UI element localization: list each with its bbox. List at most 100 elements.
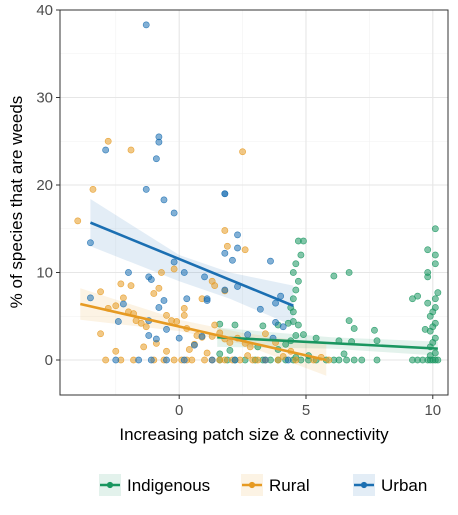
trend-line-indigenous: [217, 335, 438, 350]
data-point-indigenous: [330, 272, 338, 280]
data-point-rural: [244, 352, 252, 360]
data-point-rural: [239, 148, 246, 156]
data-point-indigenous: [300, 331, 307, 339]
data-point-indigenous: [431, 334, 439, 342]
data-point-indigenous: [343, 356, 350, 364]
data-point-urban: [147, 356, 155, 364]
data-point-rural: [89, 185, 97, 193]
data-point-indigenous: [289, 308, 297, 316]
data-point-indigenous: [431, 319, 439, 327]
data-point-indigenous: [292, 286, 300, 294]
data-point-rural: [180, 311, 188, 319]
data-point-rural: [170, 265, 178, 273]
data-point-indigenous: [350, 325, 358, 332]
data-point-urban: [234, 231, 241, 239]
data-point-indigenous: [294, 277, 302, 285]
data-point-rural: [223, 242, 231, 250]
data-point-indigenous: [340, 350, 348, 358]
data-point-indigenous: [431, 349, 439, 357]
data-point-rural: [241, 246, 249, 254]
data-point-indigenous: [289, 269, 297, 276]
data-point-indigenous: [358, 356, 366, 364]
data-point-rural: [158, 269, 165, 276]
data-point-rural: [221, 227, 229, 234]
data-point-rural: [279, 353, 287, 360]
data-point-urban: [244, 331, 252, 339]
data-point-urban: [147, 276, 155, 283]
axis-ticks: 0 10 20 30 40 0 5 10: [36, 2, 441, 419]
data-points: [74, 21, 442, 364]
data-point-rural: [142, 323, 150, 331]
data-point-rural: [163, 347, 170, 355]
data-point-urban: [262, 356, 269, 364]
data-point-urban: [152, 155, 160, 163]
data-point-urban: [125, 269, 132, 276]
data-point-rural: [119, 294, 127, 302]
trend-line-rural: [79, 302, 327, 362]
data-point-indigenous: [294, 321, 302, 329]
data-point-rural: [163, 311, 170, 319]
data-point-indigenous: [421, 325, 429, 333]
x-tick-label: 5: [302, 402, 310, 419]
data-point-urban: [119, 300, 127, 308]
data-point-rural: [170, 356, 178, 364]
data-point-indigenous: [373, 337, 381, 345]
data-point-rural: [117, 280, 125, 288]
data-point-urban: [145, 332, 153, 339]
data-point-urban: [183, 295, 191, 303]
data-point-indigenous: [345, 317, 353, 325]
data-point-urban: [272, 299, 279, 307]
data-point-rural: [221, 356, 229, 364]
data-point-indigenous: [216, 350, 224, 358]
data-point-urban: [142, 21, 150, 29]
data-point-indigenous: [414, 292, 421, 300]
data-point-indigenous: [226, 346, 234, 354]
data-point-indigenous: [431, 304, 439, 311]
data-point-indigenous: [289, 318, 297, 325]
data-point-urban: [102, 146, 110, 154]
legend-point-indigenous: [106, 481, 114, 489]
data-point-urban: [160, 196, 168, 204]
trend-lines: [79, 221, 438, 362]
data-point-urban: [163, 356, 170, 364]
legend-point-urban: [360, 481, 368, 489]
data-point-urban: [229, 256, 236, 264]
data-point-rural: [188, 356, 196, 364]
legend-label-indigenous: Indigenous: [127, 476, 210, 495]
data-point-urban: [114, 318, 122, 325]
data-point-indigenous: [431, 295, 439, 303]
grid: [60, 9, 448, 395]
y-tick-label: 0: [45, 352, 53, 369]
data-point-urban: [272, 318, 279, 326]
data-point-indigenous: [434, 289, 442, 297]
data-point-rural: [173, 318, 181, 325]
data-point-indigenous: [371, 326, 378, 334]
data-point-rural: [203, 349, 211, 357]
data-point-indigenous: [292, 332, 300, 339]
data-point-indigenous: [312, 334, 320, 342]
data-point-rural: [127, 282, 135, 290]
data-point-urban: [191, 341, 198, 349]
data-point-indigenous: [373, 356, 381, 364]
data-point-urban: [203, 297, 211, 304]
data-point-urban: [175, 334, 183, 342]
data-point-indigenous: [345, 269, 353, 276]
data-point-rural: [201, 356, 208, 364]
data-point-urban: [180, 269, 188, 276]
data-point-indigenous: [259, 322, 267, 330]
data-point-rural: [226, 339, 234, 346]
data-point-rural: [150, 290, 158, 297]
data-point-urban: [234, 244, 241, 252]
data-point-urban: [170, 258, 178, 266]
data-point-rural: [211, 321, 219, 329]
legend-label-urban: Urban: [381, 476, 427, 495]
data-point-rural: [97, 330, 104, 338]
y-axis-title: % of species that are weeds: [7, 96, 26, 309]
data-point-rural: [97, 288, 104, 296]
data-point-indigenous: [424, 246, 432, 254]
data-point-rural: [140, 343, 148, 351]
trend-line-urban: [89, 221, 294, 307]
plot-panel: [60, 10, 448, 395]
data-point-urban: [180, 356, 188, 364]
data-point-urban: [221, 249, 229, 257]
